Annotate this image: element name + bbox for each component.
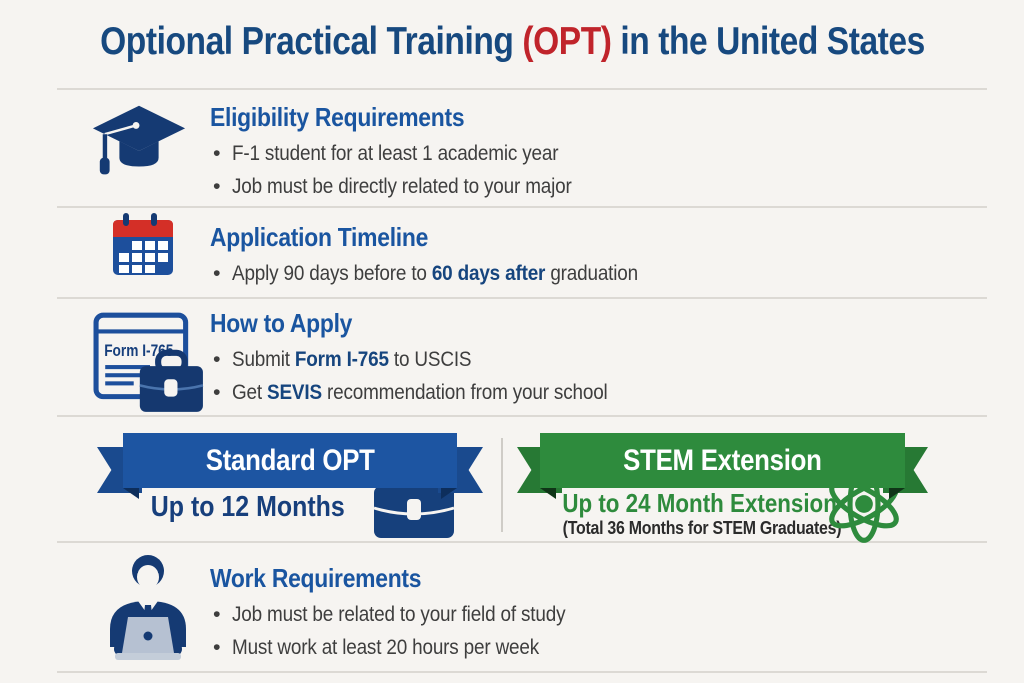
divider	[57, 88, 987, 90]
bullet-item: Get SEVIS recommendation from your schoo…	[210, 376, 830, 409]
banner-stem-extension: STEM Extension Up to 24 Month Extension …	[517, 430, 928, 546]
divider	[57, 206, 987, 208]
bullet-item: Job must be related to your field of stu…	[210, 598, 830, 631]
divider	[57, 671, 987, 673]
bullet-text: Get	[232, 380, 268, 404]
title-text: Optional Practical Training	[99, 20, 522, 63]
title-text-tail: in the United States	[610, 20, 925, 63]
bullet-text: graduation	[545, 261, 638, 285]
banner-standard-opt: Standard OPT Up to 12 Months	[97, 430, 483, 540]
bullet-item: Submit Form I-765 to USCIS	[210, 343, 830, 376]
bullet-bold-text: 60 days after	[431, 261, 546, 285]
section-apply: How to Apply Submit Form I-765 to USCIS …	[210, 306, 830, 409]
title-highlight: (OPT)	[521, 20, 612, 63]
bullet-item: Job must be directly related to your maj…	[210, 170, 770, 203]
bullet-text: Job must be directly related to your maj…	[232, 174, 572, 198]
divider	[57, 415, 987, 417]
section-heading: Eligibility Requirements	[210, 102, 465, 132]
bullet-item: F-1 student for at least 1 academic year	[210, 137, 770, 170]
ribbon-fold	[889, 488, 905, 499]
form-document-briefcase-icon: Form I-765	[93, 310, 207, 414]
section-eligibility: Eligibility Requirements F-1 student for…	[210, 100, 770, 203]
person-laptop-icon	[98, 550, 198, 664]
bullet-item: Apply 90 days before to 60 days after gr…	[210, 257, 830, 290]
banner-vertical-divider	[501, 438, 503, 532]
ribbon-fold	[441, 488, 457, 499]
section-heading: Application Timeline	[210, 222, 429, 252]
bullet-text: Job must be related to your field of stu…	[232, 602, 566, 626]
divider	[57, 541, 987, 543]
section-heading: How to Apply	[210, 308, 353, 338]
form-label-text: Form I-765	[104, 342, 173, 360]
divider	[57, 297, 987, 299]
ribbon-fold	[123, 488, 139, 499]
page-title: Optional Practical Training (OPT) in the…	[0, 20, 1024, 64]
bullet-text: F-1 student for at least 1 academic year	[232, 141, 559, 165]
bullet-item: Must work at least 20 hours per week	[210, 631, 830, 664]
note-text: (Total 36 Months for STEM Graduates)	[562, 517, 842, 538]
bullet-text: Submit	[232, 347, 295, 371]
bullet-text: to USCIS	[388, 347, 472, 371]
duration-text: Up to 24 Month Extension	[562, 488, 838, 518]
bullet-bold-text: Form I-765	[294, 347, 389, 371]
graduation-cap-icon	[90, 98, 188, 192]
bullet-text: Must work at least 20 hours per week	[232, 635, 540, 659]
ribbon-fold	[540, 488, 556, 499]
section-work: Work Requirements Job must be related to…	[210, 561, 830, 664]
duration-text: Up to 12 Months	[151, 491, 345, 523]
bullet-bold-text: SEVIS	[267, 380, 322, 404]
ribbon-label: Standard OPT	[123, 433, 457, 488]
bullet-text: Apply 90 days before to	[232, 261, 432, 285]
section-timeline: Application Timeline Apply 90 days befor…	[210, 220, 830, 290]
calendar-icon	[111, 213, 175, 277]
bullet-text: recommendation from your school	[321, 380, 608, 404]
ribbon-label: STEM Extension	[540, 433, 905, 488]
section-heading: Work Requirements	[210, 563, 422, 593]
